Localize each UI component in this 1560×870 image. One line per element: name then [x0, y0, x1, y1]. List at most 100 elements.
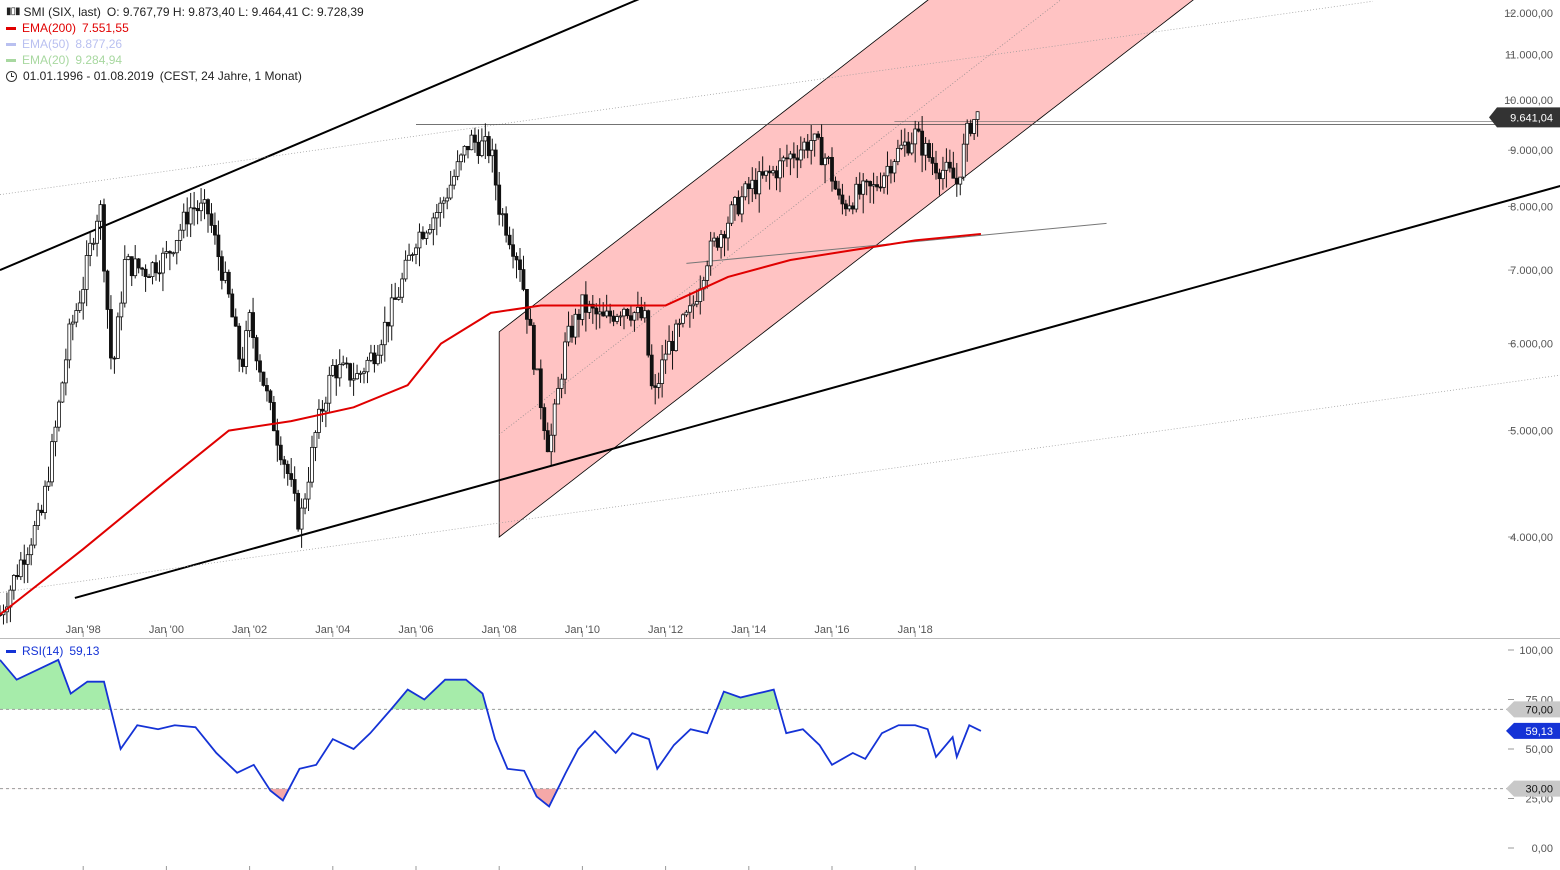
candle-body — [230, 293, 235, 318]
candle-body — [927, 143, 931, 158]
candle-body — [580, 294, 585, 320]
candle-body — [282, 459, 287, 465]
ema50-value: 8.877,26 — [75, 37, 123, 51]
candle-body — [129, 256, 134, 277]
price-tick-label: 8.000,00 — [1510, 201, 1553, 213]
ema50-label: EMA(50) — [22, 37, 70, 51]
candle-body — [199, 202, 203, 212]
candle-body — [750, 179, 755, 190]
candle-body — [50, 441, 54, 483]
candle-body — [258, 360, 262, 373]
candle-body — [601, 311, 606, 317]
candle-body — [694, 301, 699, 305]
candle-body — [244, 330, 249, 367]
candle-body — [469, 134, 474, 151]
last-price-badge — [1489, 107, 1560, 128]
candle-body — [622, 308, 626, 317]
candle-body — [507, 234, 512, 246]
candle-body — [109, 309, 113, 359]
legend-ema200[interactable]: EMA(200) 7.551,55 — [6, 20, 364, 36]
time-tick-label: Jan '06 — [398, 624, 433, 636]
candle-body — [798, 149, 803, 161]
candle-body — [902, 141, 907, 146]
candle-body — [271, 402, 276, 432]
candle-body — [126, 256, 131, 260]
candle-body — [577, 313, 581, 320]
candle-body — [344, 362, 349, 365]
candle-body — [861, 180, 866, 195]
legend-range-row: 01.01.1996 - 01.08.2019 (CEST, 24 Jahre,… — [6, 68, 364, 84]
rsi-tick-label: 0,00 — [1532, 843, 1553, 855]
candle-body — [57, 401, 61, 428]
candle-body — [389, 297, 394, 327]
lower-dotted-trend — [0, 374, 1560, 593]
price-tick-label: 4.000,00 — [1510, 532, 1553, 544]
price-tick-label: 6.000,00 — [1510, 339, 1553, 351]
candle-body — [202, 199, 207, 204]
candle-body — [39, 509, 44, 514]
candle-body — [937, 172, 942, 180]
candle-body — [941, 169, 945, 180]
candle-body — [823, 157, 827, 166]
candle-body — [947, 161, 952, 169]
candle-body — [15, 575, 20, 578]
rsi-lower-label: 30,00 — [1525, 784, 1553, 796]
candle-body — [525, 288, 529, 320]
candle-body — [379, 344, 384, 356]
candle-body — [490, 149, 495, 157]
price-tick-label: 5.000,00 — [1510, 426, 1553, 438]
candle-body — [916, 128, 921, 132]
legend-ema50[interactable]: EMA(50) 8.877,26 — [6, 36, 364, 52]
candle-body — [60, 382, 65, 403]
candle-body — [417, 231, 422, 249]
candle-body — [854, 183, 859, 210]
legend-instrument-row: ▮▯▮ SMI (SIX, last) O: 9.767,79 H: 9.873… — [6, 4, 364, 20]
candle-body — [115, 316, 120, 359]
candle-body — [639, 306, 644, 319]
candle-body — [729, 204, 734, 224]
candle-body — [726, 222, 730, 239]
candle-body — [753, 179, 758, 195]
candle-body — [323, 402, 328, 412]
candle-body — [18, 559, 23, 578]
candle-body — [746, 183, 751, 190]
candle-body — [237, 325, 242, 360]
candle-body — [77, 302, 82, 311]
rsi-value: 59,13 — [69, 644, 100, 658]
ema20-value: 9.284,94 — [75, 53, 123, 67]
candle-body — [140, 267, 145, 270]
candle-body — [878, 186, 883, 189]
candle-body — [486, 136, 491, 157]
candle-body — [597, 311, 602, 315]
rsi-overbought-fill — [0, 659, 981, 710]
rsi-legend[interactable]: RSI(14) 59,13 — [6, 644, 99, 658]
time-tick-label: Jan '16 — [814, 624, 849, 636]
candle-body — [358, 372, 363, 375]
candles — [0, 111, 980, 625]
candle-body — [317, 408, 321, 433]
candle-body — [819, 137, 824, 166]
candle-body — [53, 426, 58, 443]
price-tick-label: 12.000,00 — [1504, 8, 1553, 20]
price-tick-label: 10.000,00 — [1504, 95, 1553, 107]
candle-body — [337, 364, 342, 379]
candle-body — [261, 371, 266, 386]
candle-body — [681, 314, 685, 324]
candle-body — [812, 133, 817, 141]
candle-body — [365, 359, 370, 373]
candle-body — [455, 161, 460, 177]
trend-channel — [498, 0, 1194, 538]
time-tick-label: Jan '02 — [232, 624, 267, 636]
candle-body — [965, 122, 970, 145]
candle-body — [355, 373, 359, 380]
ema20-label: EMA(20) — [22, 53, 70, 67]
candle-body — [500, 213, 505, 216]
legend-ema20[interactable]: EMA(20) 9.284,94 — [6, 52, 364, 68]
candle-body — [958, 176, 963, 185]
candle-body — [424, 232, 429, 239]
candle-body — [296, 492, 301, 530]
candle-body — [185, 211, 190, 225]
candle-body — [334, 365, 339, 379]
candle-body — [268, 390, 273, 403]
